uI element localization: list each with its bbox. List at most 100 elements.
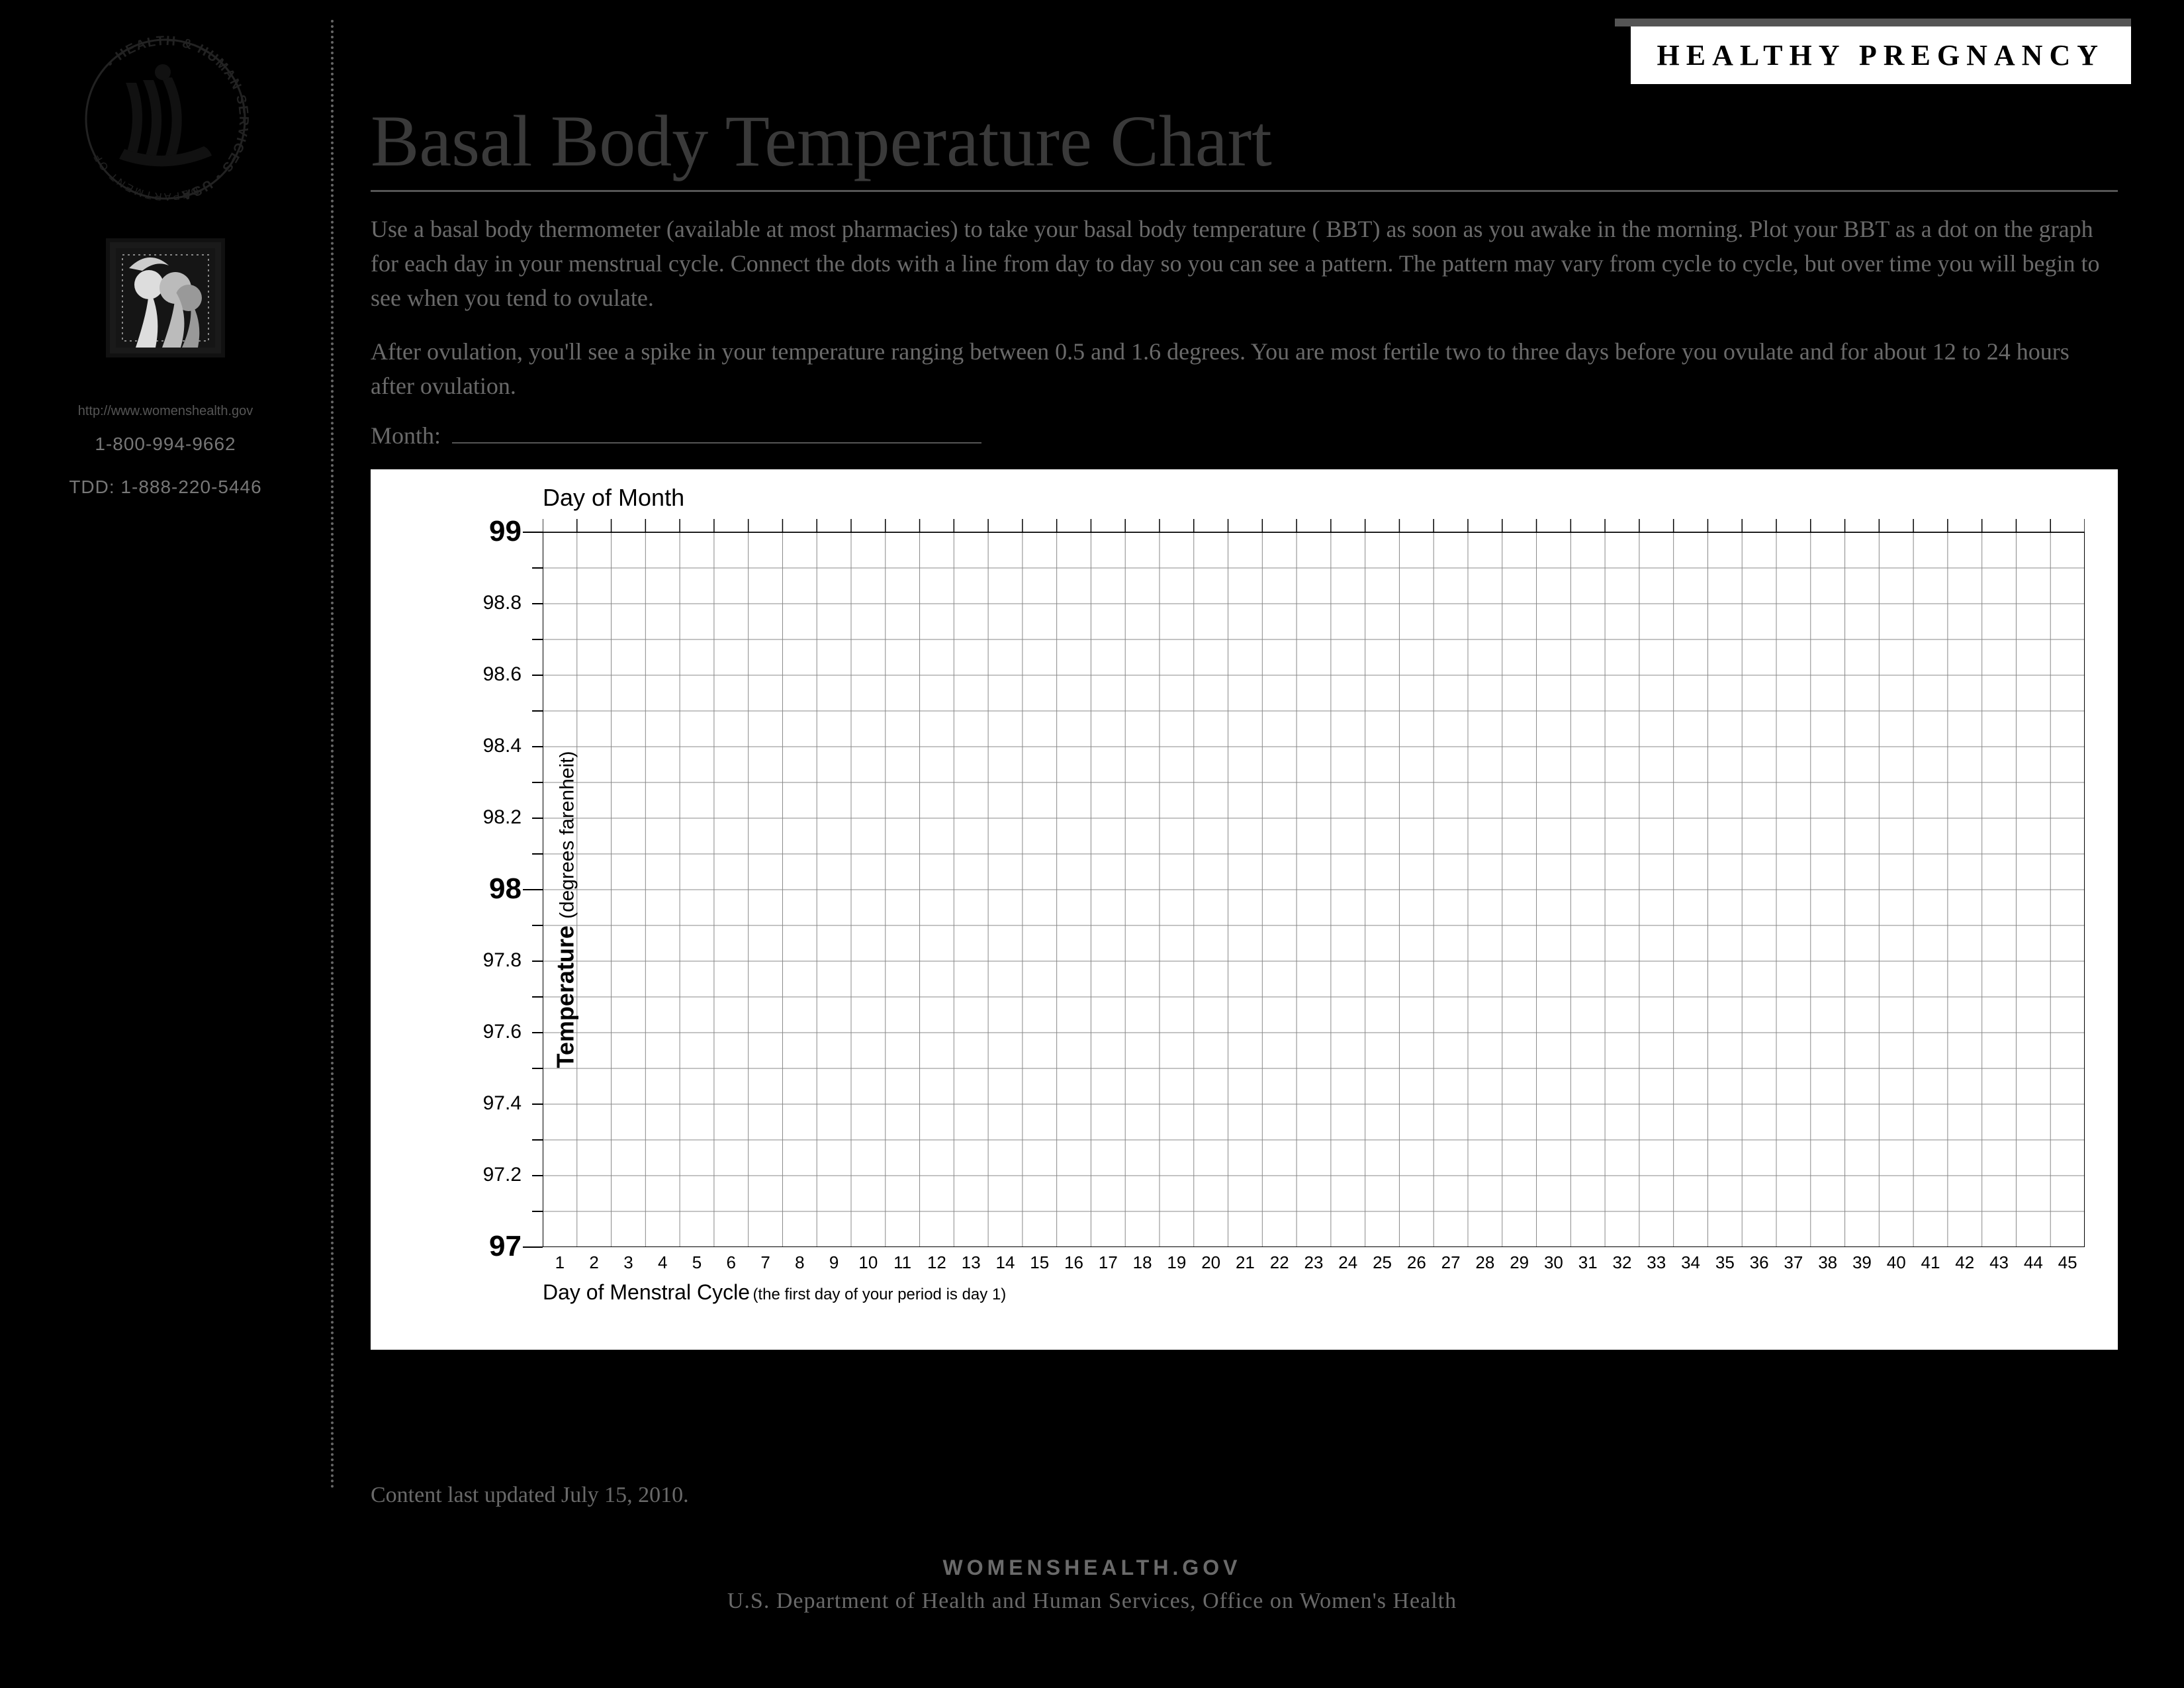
y-tick-mark: [532, 1103, 543, 1105]
x-tick-label: 1: [555, 1252, 565, 1273]
hhs-seal-logo: • HEALTH & HUMAN SERVICES • USA DEPARTME…: [79, 33, 251, 205]
intro-paragraph-1: Use a basal body thermometer (available …: [371, 212, 2118, 316]
x-tick-label: 12: [927, 1252, 946, 1273]
x-tick-label: 15: [1030, 1252, 1049, 1273]
y-tick-mark: [532, 1032, 543, 1033]
x-tick-label: 3: [623, 1252, 633, 1273]
x-tick-label: 44: [2024, 1252, 2043, 1273]
y-tick-label: 97: [371, 1230, 529, 1263]
x-tick-label: 43: [1989, 1252, 2009, 1273]
header-badge: Healthy Pregnancy: [1619, 26, 2131, 84]
x-tick-label: 13: [962, 1252, 981, 1273]
y-tick-label: 97.4: [371, 1092, 529, 1115]
x-tick-label: 24: [1338, 1252, 1357, 1273]
womens-health-logo: [106, 238, 225, 357]
x-tick-label: 21: [1236, 1252, 1255, 1273]
x-tick-label: 29: [1510, 1252, 1529, 1273]
y-tick-mark: [532, 675, 543, 676]
x-tick-label: 34: [1681, 1252, 1700, 1273]
badge-accent-bar: [1615, 19, 2131, 26]
y-tick-mark: [532, 1068, 543, 1069]
x-tick-label: 22: [1270, 1252, 1289, 1273]
chart-grid[interactable]: [543, 532, 2085, 1247]
sidebar-tdd: TDD: 1-888-220-5446: [0, 477, 331, 498]
y-tick-mark: [532, 782, 543, 783]
x-tick-label: 7: [760, 1252, 770, 1273]
x-axis-label-main: Day of Menstral Cycle: [543, 1280, 750, 1304]
bbt-chart: Day of Month Temperature (degrees farenh…: [371, 469, 2118, 1350]
y-tick-mark: [532, 567, 543, 569]
y-tick-mark: [532, 710, 543, 712]
x-tick-label: 18: [1133, 1252, 1152, 1273]
x-tick-label: 31: [1578, 1252, 1598, 1273]
x-tick-label: 40: [1887, 1252, 1906, 1273]
x-tick-label: 6: [727, 1252, 736, 1273]
footer-department: U.S. Department of Health and Human Serv…: [0, 1589, 2184, 1614]
header-badge-text: Healthy Pregnancy: [1657, 39, 2105, 71]
content-updated: Content last updated July 15, 2010.: [371, 1483, 689, 1508]
x-tick-label: 5: [692, 1252, 702, 1273]
sidebar-url: http://www.womenshealth.gov: [0, 404, 331, 419]
x-tick-label: 8: [795, 1252, 804, 1273]
y-tick-mark: [532, 1175, 543, 1176]
x-tick-label: 2: [589, 1252, 598, 1273]
x-tick-label: 39: [1852, 1252, 1872, 1273]
y-tick-label: 98.2: [371, 806, 529, 829]
y-axis-label: Temperature (degrees farenheit): [551, 751, 579, 1068]
vertical-divider: [331, 20, 334, 1489]
y-tick-label: 97.8: [371, 949, 529, 972]
y-tick-mark: [532, 961, 543, 962]
x-tick-label: 19: [1167, 1252, 1186, 1273]
x-tick-label: 41: [1921, 1252, 1940, 1273]
x-tick-label: 25: [1373, 1252, 1392, 1273]
x-tick-label: 4: [658, 1252, 667, 1273]
y-tick-label: 97.2: [371, 1164, 529, 1186]
x-tick-label: 36: [1750, 1252, 1769, 1273]
y-tick-mark: [532, 1139, 543, 1141]
intro-paragraph-2: After ovulation, you'll see a spike in y…: [371, 334, 2118, 403]
x-tick-label: 30: [1544, 1252, 1563, 1273]
month-field-row: Month:: [371, 422, 2118, 449]
month-blank-line[interactable]: [452, 442, 981, 444]
x-tick-label: 33: [1647, 1252, 1666, 1273]
month-label: Month:: [371, 422, 441, 449]
y-tick-label: 98.4: [371, 735, 529, 757]
x-tick-label: 45: [2058, 1252, 2077, 1273]
sidebar-phone: 1-800-994-9662: [0, 434, 331, 455]
y-tick-label: 98: [371, 872, 529, 906]
x-tick-label: 32: [1613, 1252, 1632, 1273]
x-tick-label: 38: [1818, 1252, 1837, 1273]
y-tick-mark: [532, 1211, 543, 1212]
x-tick-label: 23: [1304, 1252, 1324, 1273]
title-rule: [371, 190, 2118, 192]
y-tick-mark: [532, 996, 543, 998]
x-tick-label: 27: [1441, 1252, 1461, 1273]
x-tick-label: 11: [893, 1252, 911, 1273]
x-tick-label: 42: [1955, 1252, 1974, 1273]
y-tick-mark: [532, 639, 543, 640]
day-of-month-cells[interactable]: [543, 516, 2085, 532]
y-tick-label: 98.8: [371, 592, 529, 614]
x-tick-label: 17: [1099, 1252, 1118, 1273]
x-axis-label: Day of Menstral Cycle (the first day of …: [543, 1280, 1006, 1305]
x-tick-label: 35: [1715, 1252, 1735, 1273]
main-content: Basal Body Temperature Chart Use a basal…: [371, 99, 2118, 1350]
left-sidebar: • HEALTH & HUMAN SERVICES • USA DEPARTME…: [0, 0, 331, 1688]
y-axis-label-unit: (degrees farenheit): [556, 751, 578, 918]
y-axis-label-main: Temperature: [551, 925, 578, 1068]
footer-site: WOMENSHEALTH.GOV: [0, 1556, 2184, 1580]
x-tick-label: 10: [858, 1252, 878, 1273]
page-title: Basal Body Temperature Chart: [371, 99, 2118, 183]
x-tick-label: 16: [1064, 1252, 1083, 1273]
x-tick-label: 14: [996, 1252, 1015, 1273]
y-tick-label: 99: [371, 515, 529, 548]
x-tick-label: 37: [1784, 1252, 1803, 1273]
y-tick-mark: [532, 818, 543, 819]
x-tick-label: 20: [1201, 1252, 1220, 1273]
x-tick-label: 26: [1407, 1252, 1426, 1273]
y-tick-mark: [532, 603, 543, 604]
y-tick-mark: [532, 746, 543, 747]
y-tick-label: 97.6: [371, 1021, 529, 1043]
x-tick-label: 9: [829, 1252, 839, 1273]
x-axis-label-sub: (the first day of your period is day 1): [752, 1286, 1006, 1303]
